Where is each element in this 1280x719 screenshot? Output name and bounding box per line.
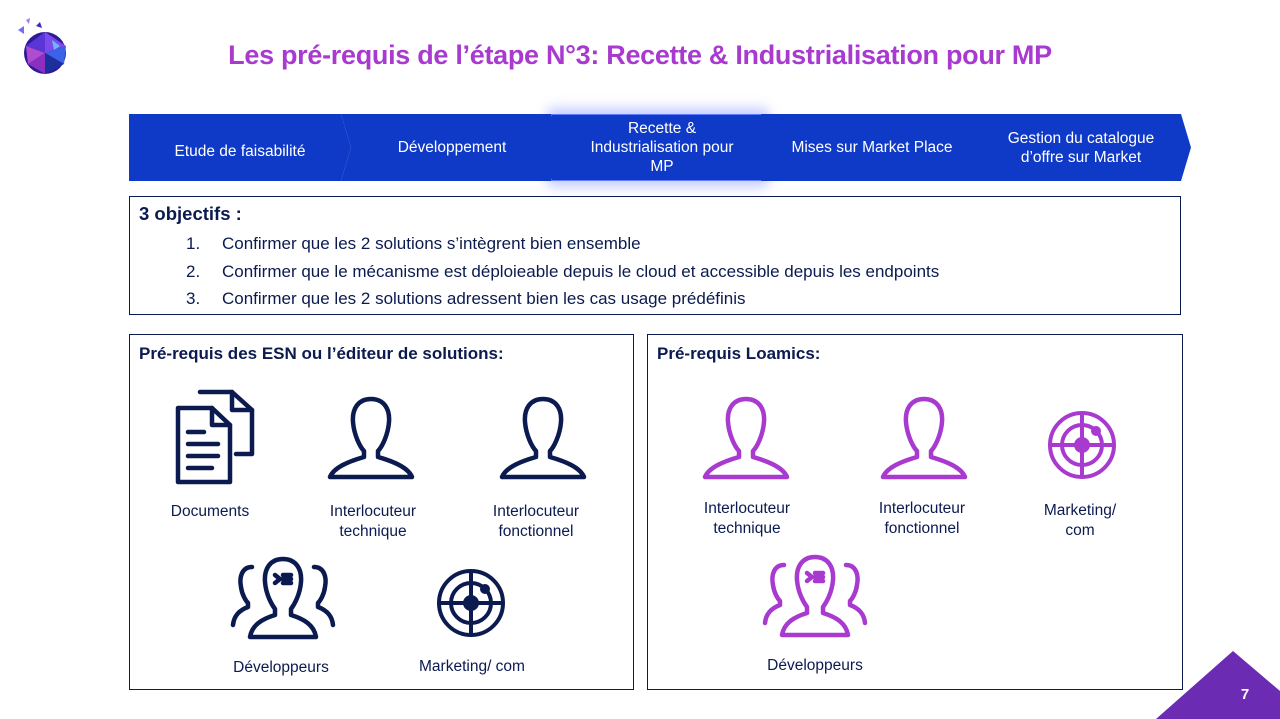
objective-text: Confirmer que les 2 solutions s’intègren…: [222, 234, 641, 253]
objective-number: 1.: [186, 234, 201, 253]
step-label: Développement: [397, 139, 507, 156]
documents-icon: [175, 389, 255, 485]
objective-item: 2. Confirmer que le mécanisme est déploie…: [186, 262, 939, 282]
item-label-line: Développeurs: [233, 659, 329, 676]
step-label: Etude de faisabilité: [174, 143, 306, 160]
item-label-line: technique: [339, 523, 407, 540]
item-label-line: Interlocuteur: [878, 500, 966, 517]
item-label-line: Interlocuteur: [492, 503, 580, 520]
person-icon: [702, 396, 790, 480]
page-corner-triangle: [1156, 651, 1280, 719]
objective-number: 2.: [186, 262, 201, 281]
person-icon: [499, 396, 587, 480]
developers-icon: [762, 554, 868, 638]
person-icon: [880, 396, 968, 480]
objective-text: Confirmer que le mécanisme est déploieab…: [222, 262, 940, 281]
step-label-line: Gestion du catalogue: [1007, 129, 1155, 147]
objective-text: Confirmer que les 2 solutions adressent …: [222, 289, 746, 308]
item-label: Interlocuteur technique: [303, 502, 443, 542]
item-label-line: Marketing/ com: [419, 658, 525, 675]
step-label-line: Industrialisation pour: [590, 139, 734, 156]
step-feasibility[interactable]: Etude de faisabilité: [129, 114, 351, 181]
target-icon: [437, 569, 505, 637]
target-icon: [1048, 411, 1116, 479]
item-label: Marketing/ com: [402, 657, 542, 677]
item-label-line: fonctionnel: [884, 520, 960, 537]
step-marketplace[interactable]: Mises sur Market Place: [761, 114, 983, 181]
panel-esn-prerequisites: Pré-requis des ESN ou l’éditeur de solut…: [129, 334, 634, 690]
item-label-line: Interlocuteur: [329, 503, 417, 520]
objectives-title: 3 objectifs :: [139, 203, 242, 224]
page-number: 7: [1240, 686, 1250, 703]
panel-title: Pré-requis des ESN ou l’éditeur de solut…: [139, 344, 504, 363]
item-label: Documents: [140, 502, 280, 522]
objective-item: 3. Confirmer que les 2 solutions adressen…: [186, 289, 746, 309]
process-steps: Etude de faisabilité Développement Recet…: [129, 108, 1191, 187]
company-logo: [18, 18, 66, 74]
step-label-line: MP: [650, 158, 674, 175]
item-label: Développeurs: [211, 658, 351, 678]
step-catalogue[interactable]: Gestion du catalogue d’offre sur Market: [971, 114, 1191, 181]
item-label: Marketing/ com: [1010, 501, 1150, 541]
panel-title: Pré-requis Loamics:: [657, 344, 821, 363]
item-label-line: Marketing/: [1043, 502, 1117, 519]
step-label: Mises sur Market Place: [791, 139, 953, 156]
item-label-line: Développeurs: [767, 657, 863, 674]
item-label-line: Documents: [170, 503, 250, 520]
person-icon: [327, 396, 415, 480]
item-label: Interlocuteur fonctionnel: [852, 499, 992, 539]
item-label-line: Interlocuteur: [703, 500, 791, 517]
objectives-box: 3 objectifs : 1. Confirmer que les 2 solu…: [129, 196, 1181, 315]
page-title: Les pré-requis de l’étape N°3: Recette &…: [228, 40, 1052, 70]
item-label: Développeurs: [745, 656, 885, 676]
item-label-line: fonctionnel: [498, 523, 574, 540]
objective-item: 1. Confirmer que les 2 solutions s’intègr…: [186, 234, 641, 254]
step-label-line: d’offre sur Market: [1020, 148, 1142, 166]
item-label: Interlocuteur technique: [677, 499, 817, 539]
step-recette[interactable]: Recette & Industrialisation pour MP: [551, 114, 773, 181]
objective-number: 3.: [186, 289, 201, 308]
step-label-line: Recette &: [627, 120, 697, 137]
panel-loamics-prerequisites: Pré-requis Loamics: Interlocuteur techni…: [647, 334, 1183, 690]
item-label: Interlocuteur fonctionnel: [466, 502, 606, 542]
developers-icon: [230, 556, 336, 640]
step-development[interactable]: Développement: [341, 114, 563, 181]
item-label-line: com: [1065, 522, 1095, 539]
item-label-line: technique: [713, 520, 781, 537]
